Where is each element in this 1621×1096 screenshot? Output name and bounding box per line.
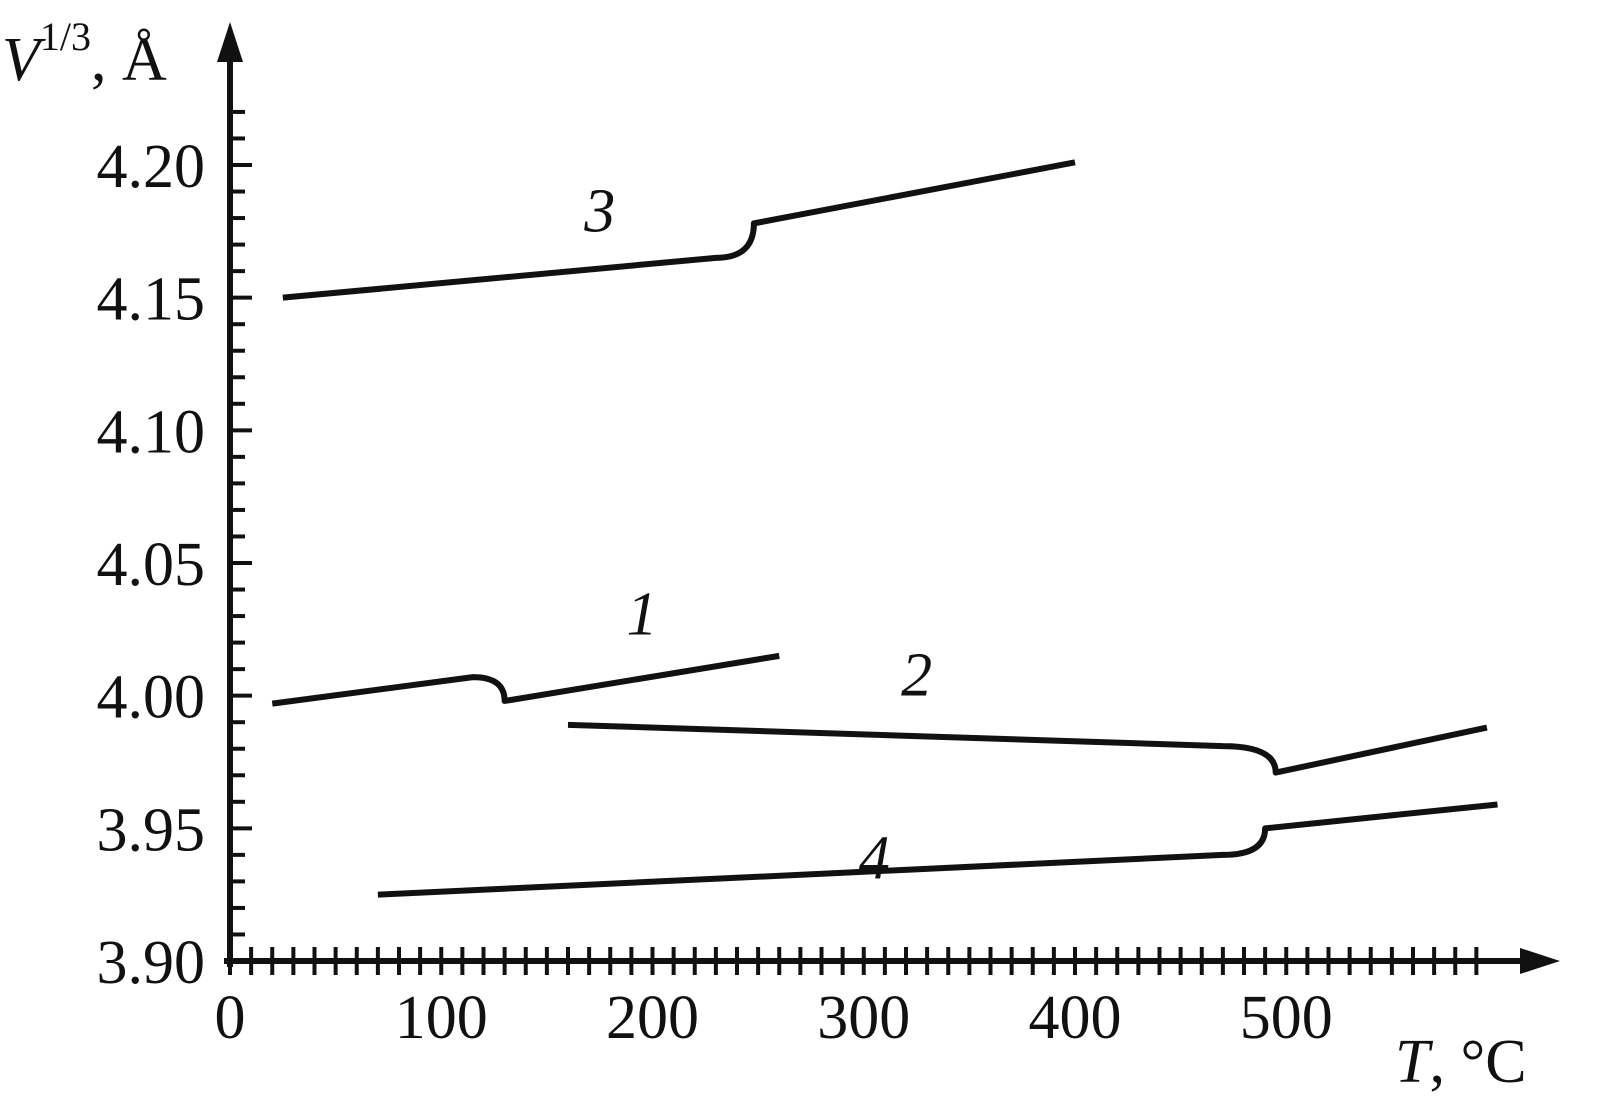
series-label-4: 4	[859, 825, 890, 893]
series-line-4	[377, 801, 1498, 898]
y-tick-label: 3.95	[97, 796, 206, 864]
x-tick-label: 200	[606, 984, 699, 1052]
y-tick-label: 3.90	[97, 929, 206, 997]
y-tick-label: 4.15	[97, 266, 206, 334]
y-tick-label: 4.20	[97, 133, 206, 201]
series-label-1: 1	[626, 581, 657, 649]
x-tick-label: 0	[215, 984, 246, 1052]
x-tick-label: 500	[1240, 984, 1333, 1052]
series-label-3: 3	[583, 177, 615, 245]
axis-ticks	[228, 109, 1479, 975]
series-curves	[271, 159, 1498, 898]
series-line-2	[567, 721, 1488, 776]
y-tick-label: 4.05	[97, 531, 206, 599]
x-axis-arrow-icon	[1520, 948, 1560, 974]
series-labels: 1 2 3 4	[583, 177, 932, 892]
series-line-1	[271, 652, 780, 707]
y-axis-arrow-icon	[217, 22, 243, 62]
x-tick-label: 300	[817, 984, 910, 1052]
series-line-3	[282, 159, 1076, 301]
x-tick-label: 100	[395, 984, 488, 1052]
y-tick-label: 4.10	[97, 398, 206, 466]
tick-labels: 3.90 3.95 4.00 4.05 4.10 4.15 4.20 0 100 200 300 40…	[97, 133, 1333, 1052]
series-label-2: 2	[901, 642, 932, 710]
x-tick-label: 400	[1029, 984, 1122, 1052]
y-tick-label: 4.00	[97, 664, 206, 732]
x-axis-label: T, °C	[1395, 1028, 1527, 1096]
y-axis-label: V1/3, Å	[2, 14, 167, 94]
